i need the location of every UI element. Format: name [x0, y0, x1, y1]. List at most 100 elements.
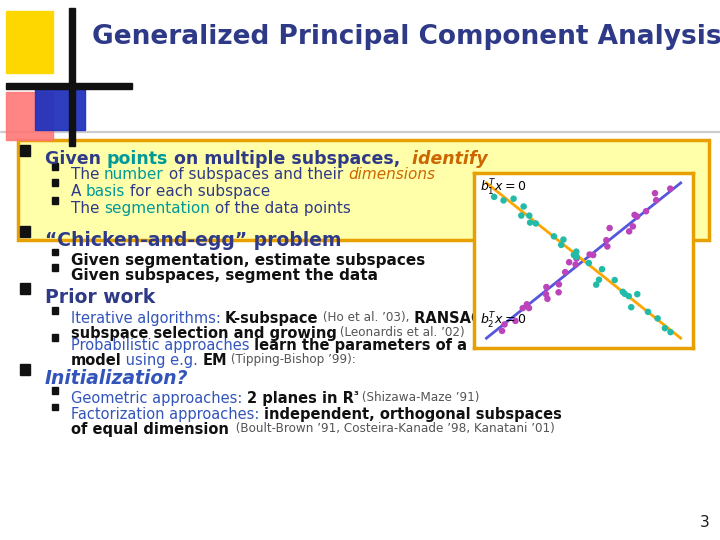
Text: “Chicken-and-egg” problem: “Chicken-and-egg” problem — [45, 231, 341, 250]
Point — [649, 189, 661, 198]
Point — [617, 287, 629, 296]
Point — [609, 276, 621, 285]
Text: 3: 3 — [699, 515, 709, 530]
Text: Given: Given — [45, 150, 107, 168]
Bar — [52, 307, 58, 314]
Text: identify: identify — [400, 150, 488, 168]
Point — [588, 251, 599, 259]
Point — [626, 303, 637, 312]
Text: $b_2^T x = 0$: $b_2^T x = 0$ — [480, 310, 527, 330]
Bar — [52, 334, 58, 341]
Point — [523, 303, 535, 312]
Text: K-subspace: K-subspace — [225, 311, 318, 326]
Text: (Tipping-Bishop ’99):: (Tipping-Bishop ’99): — [228, 353, 356, 366]
Point — [652, 314, 663, 323]
Bar — [52, 197, 58, 204]
Point — [570, 247, 582, 256]
Point — [584, 250, 595, 259]
Point — [540, 290, 552, 299]
Text: Geometric approaches:: Geometric approaches: — [71, 391, 246, 406]
Bar — [6, 11, 53, 73]
Point — [593, 275, 605, 284]
Point — [642, 307, 654, 316]
Point — [559, 268, 571, 276]
Point — [629, 211, 640, 219]
Text: (Boult-Brown ’91, Costeira-Kanade ’98, Kanatani ’01): (Boult-Brown ’91, Costeira-Kanade ’98, K… — [228, 422, 555, 435]
Bar — [20, 145, 30, 156]
Text: Factorization approaches:: Factorization approaches: — [71, 407, 264, 422]
Point — [558, 235, 570, 244]
Text: Iterative algorithms:: Iterative algorithms: — [71, 311, 225, 326]
Point — [623, 292, 634, 300]
Text: learn the parameters of a: learn the parameters of a — [249, 338, 472, 353]
Point — [640, 207, 652, 215]
Text: 2 planes in R: 2 planes in R — [246, 391, 354, 406]
Text: Probabilistic approaches: Probabilistic approaches — [71, 338, 249, 353]
Bar — [52, 387, 58, 394]
Text: Generalized Principal Component Analysis: Generalized Principal Component Analysis — [92, 24, 720, 50]
Bar — [20, 364, 30, 375]
Bar — [52, 403, 58, 410]
Bar — [52, 163, 58, 170]
Text: The: The — [71, 167, 104, 182]
Point — [650, 196, 662, 205]
Text: number: number — [104, 167, 163, 182]
Text: segmentation: segmentation — [104, 201, 210, 216]
Text: ³: ³ — [354, 391, 359, 401]
Point — [596, 265, 608, 273]
Point — [631, 212, 643, 221]
Bar — [20, 226, 30, 237]
Point — [604, 224, 616, 232]
Point — [555, 241, 567, 249]
Text: Initialization?: Initialization? — [45, 369, 188, 388]
Point — [590, 280, 602, 289]
Text: (Leonardis et al. ’02): (Leonardis et al. ’02) — [336, 326, 465, 339]
Point — [665, 184, 676, 193]
Point — [624, 227, 635, 235]
Point — [517, 304, 528, 313]
Point — [508, 194, 519, 203]
Point — [563, 258, 575, 267]
Text: Prior work: Prior work — [45, 288, 155, 307]
Bar — [6, 92, 53, 140]
Point — [523, 211, 535, 220]
Bar — [69, 8, 75, 146]
Text: for each subspace: for each subspace — [125, 184, 271, 199]
Point — [619, 289, 631, 298]
Point — [627, 222, 639, 231]
Bar — [6, 83, 132, 89]
Point — [665, 328, 676, 336]
Text: RANSAC,: RANSAC, — [409, 311, 487, 326]
Text: (Ho et al. ’03),: (Ho et al. ’03), — [318, 311, 409, 324]
Text: subspace selection and growing: subspace selection and growing — [71, 326, 336, 341]
Text: A: A — [71, 184, 86, 199]
Point — [601, 242, 613, 251]
Point — [499, 320, 510, 329]
Bar — [0, 131, 720, 132]
Text: model: model — [71, 353, 121, 368]
Point — [541, 294, 553, 303]
Point — [498, 196, 509, 205]
Point — [510, 316, 521, 325]
Text: points: points — [107, 150, 168, 168]
Text: independent, orthogonal subspaces: independent, orthogonal subspaces — [264, 407, 562, 422]
Bar — [52, 248, 58, 255]
Text: (Shizawa-Maze ’91): (Shizawa-Maze ’91) — [359, 391, 480, 404]
FancyBboxPatch shape — [18, 140, 709, 240]
Point — [660, 324, 671, 333]
Point — [541, 283, 552, 292]
Text: of subspaces and their: of subspaces and their — [163, 167, 348, 182]
Bar — [52, 264, 58, 271]
Point — [548, 232, 559, 241]
Text: Given segmentation, estimate subspaces: Given segmentation, estimate subspaces — [71, 253, 425, 268]
Text: mixture: mixture — [472, 338, 529, 353]
Text: dimensions: dimensions — [348, 167, 435, 182]
Point — [488, 193, 500, 201]
Bar — [20, 283, 30, 294]
Point — [568, 251, 580, 259]
Text: of equal dimension: of equal dimension — [71, 422, 228, 437]
Point — [553, 288, 564, 296]
Text: using e.g.: using e.g. — [121, 353, 203, 368]
Point — [553, 280, 564, 289]
Point — [583, 259, 595, 267]
